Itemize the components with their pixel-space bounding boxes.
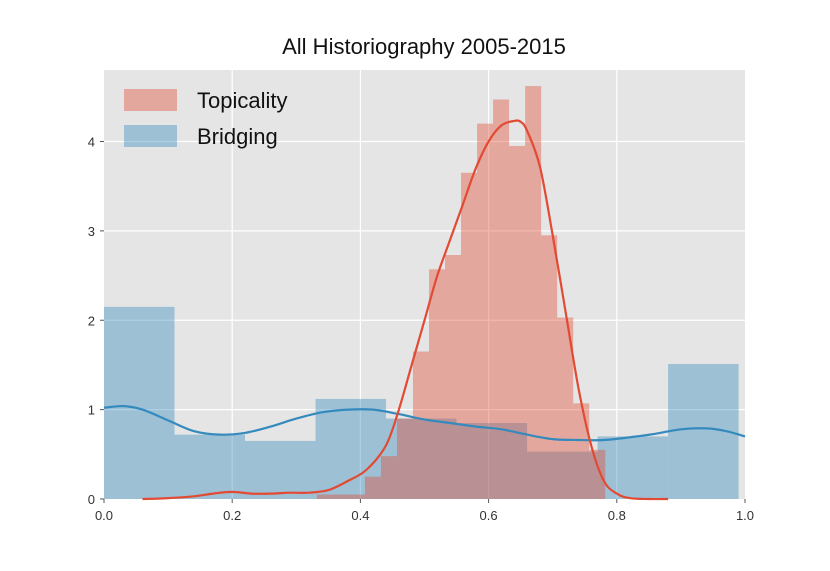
bar-topicality bbox=[541, 235, 558, 499]
kde-line-topicality bbox=[142, 119, 669, 501]
bar-topicality bbox=[396, 418, 413, 499]
legend: Topicality Bridging bbox=[124, 88, 287, 149]
bar-topicality bbox=[525, 86, 542, 500]
bar-topicality bbox=[332, 494, 349, 499]
bar-bridging bbox=[597, 436, 669, 499]
legend-label-bridging: Bridging bbox=[197, 124, 278, 149]
bar-bridging bbox=[456, 423, 528, 499]
x-tick-label: 0.8 bbox=[608, 508, 626, 523]
kde-line-bridging bbox=[103, 404, 746, 442]
x-tick-label: 0.0 bbox=[95, 508, 113, 523]
bar-bridging bbox=[386, 418, 457, 499]
bar-topicality bbox=[461, 172, 478, 499]
bar-topicality bbox=[573, 403, 590, 499]
y-axis: 0 1 2 3 4 bbox=[88, 135, 104, 507]
legend-swatch-bridging bbox=[124, 125, 177, 147]
histogram-bars bbox=[104, 86, 739, 500]
x-tick-label: 1.0 bbox=[736, 508, 754, 523]
bar-topicality bbox=[348, 494, 365, 499]
bar-topicality bbox=[380, 456, 397, 499]
bar-bridging bbox=[104, 306, 175, 499]
bar-bridging bbox=[245, 440, 316, 499]
y-tick-label: 2 bbox=[88, 313, 95, 328]
bar-topicality bbox=[493, 99, 510, 500]
bar-topicality bbox=[316, 494, 333, 499]
legend-label-topicality: Topicality bbox=[197, 88, 287, 113]
bar-topicality bbox=[589, 449, 606, 499]
y-tick-label: 0 bbox=[88, 492, 95, 507]
x-tick-label: 0.2 bbox=[223, 508, 241, 523]
bar-topicality bbox=[477, 123, 494, 499]
x-tick-label: 0.4 bbox=[351, 508, 369, 523]
bar-bridging bbox=[174, 434, 246, 499]
bar-topicality bbox=[412, 351, 429, 499]
bar-bridging bbox=[527, 451, 598, 499]
bar-topicality bbox=[509, 145, 526, 499]
y-tick-label: 1 bbox=[88, 403, 95, 418]
bar-topicality bbox=[445, 255, 462, 499]
density-curves bbox=[103, 119, 746, 501]
y-tick-label: 4 bbox=[88, 135, 95, 150]
bar-topicality bbox=[428, 269, 446, 499]
x-axis: 0.0 0.2 0.4 0.6 0.8 1.0 bbox=[95, 499, 754, 523]
legend-swatch-topicality bbox=[124, 89, 177, 111]
chart-title: All Historiography 2005-2015 bbox=[282, 34, 566, 59]
x-tick-label: 0.6 bbox=[480, 508, 498, 523]
y-tick-label: 3 bbox=[88, 224, 95, 239]
bar-topicality bbox=[364, 476, 381, 499]
bar-bridging bbox=[315, 398, 387, 499]
bar-topicality bbox=[557, 317, 574, 499]
